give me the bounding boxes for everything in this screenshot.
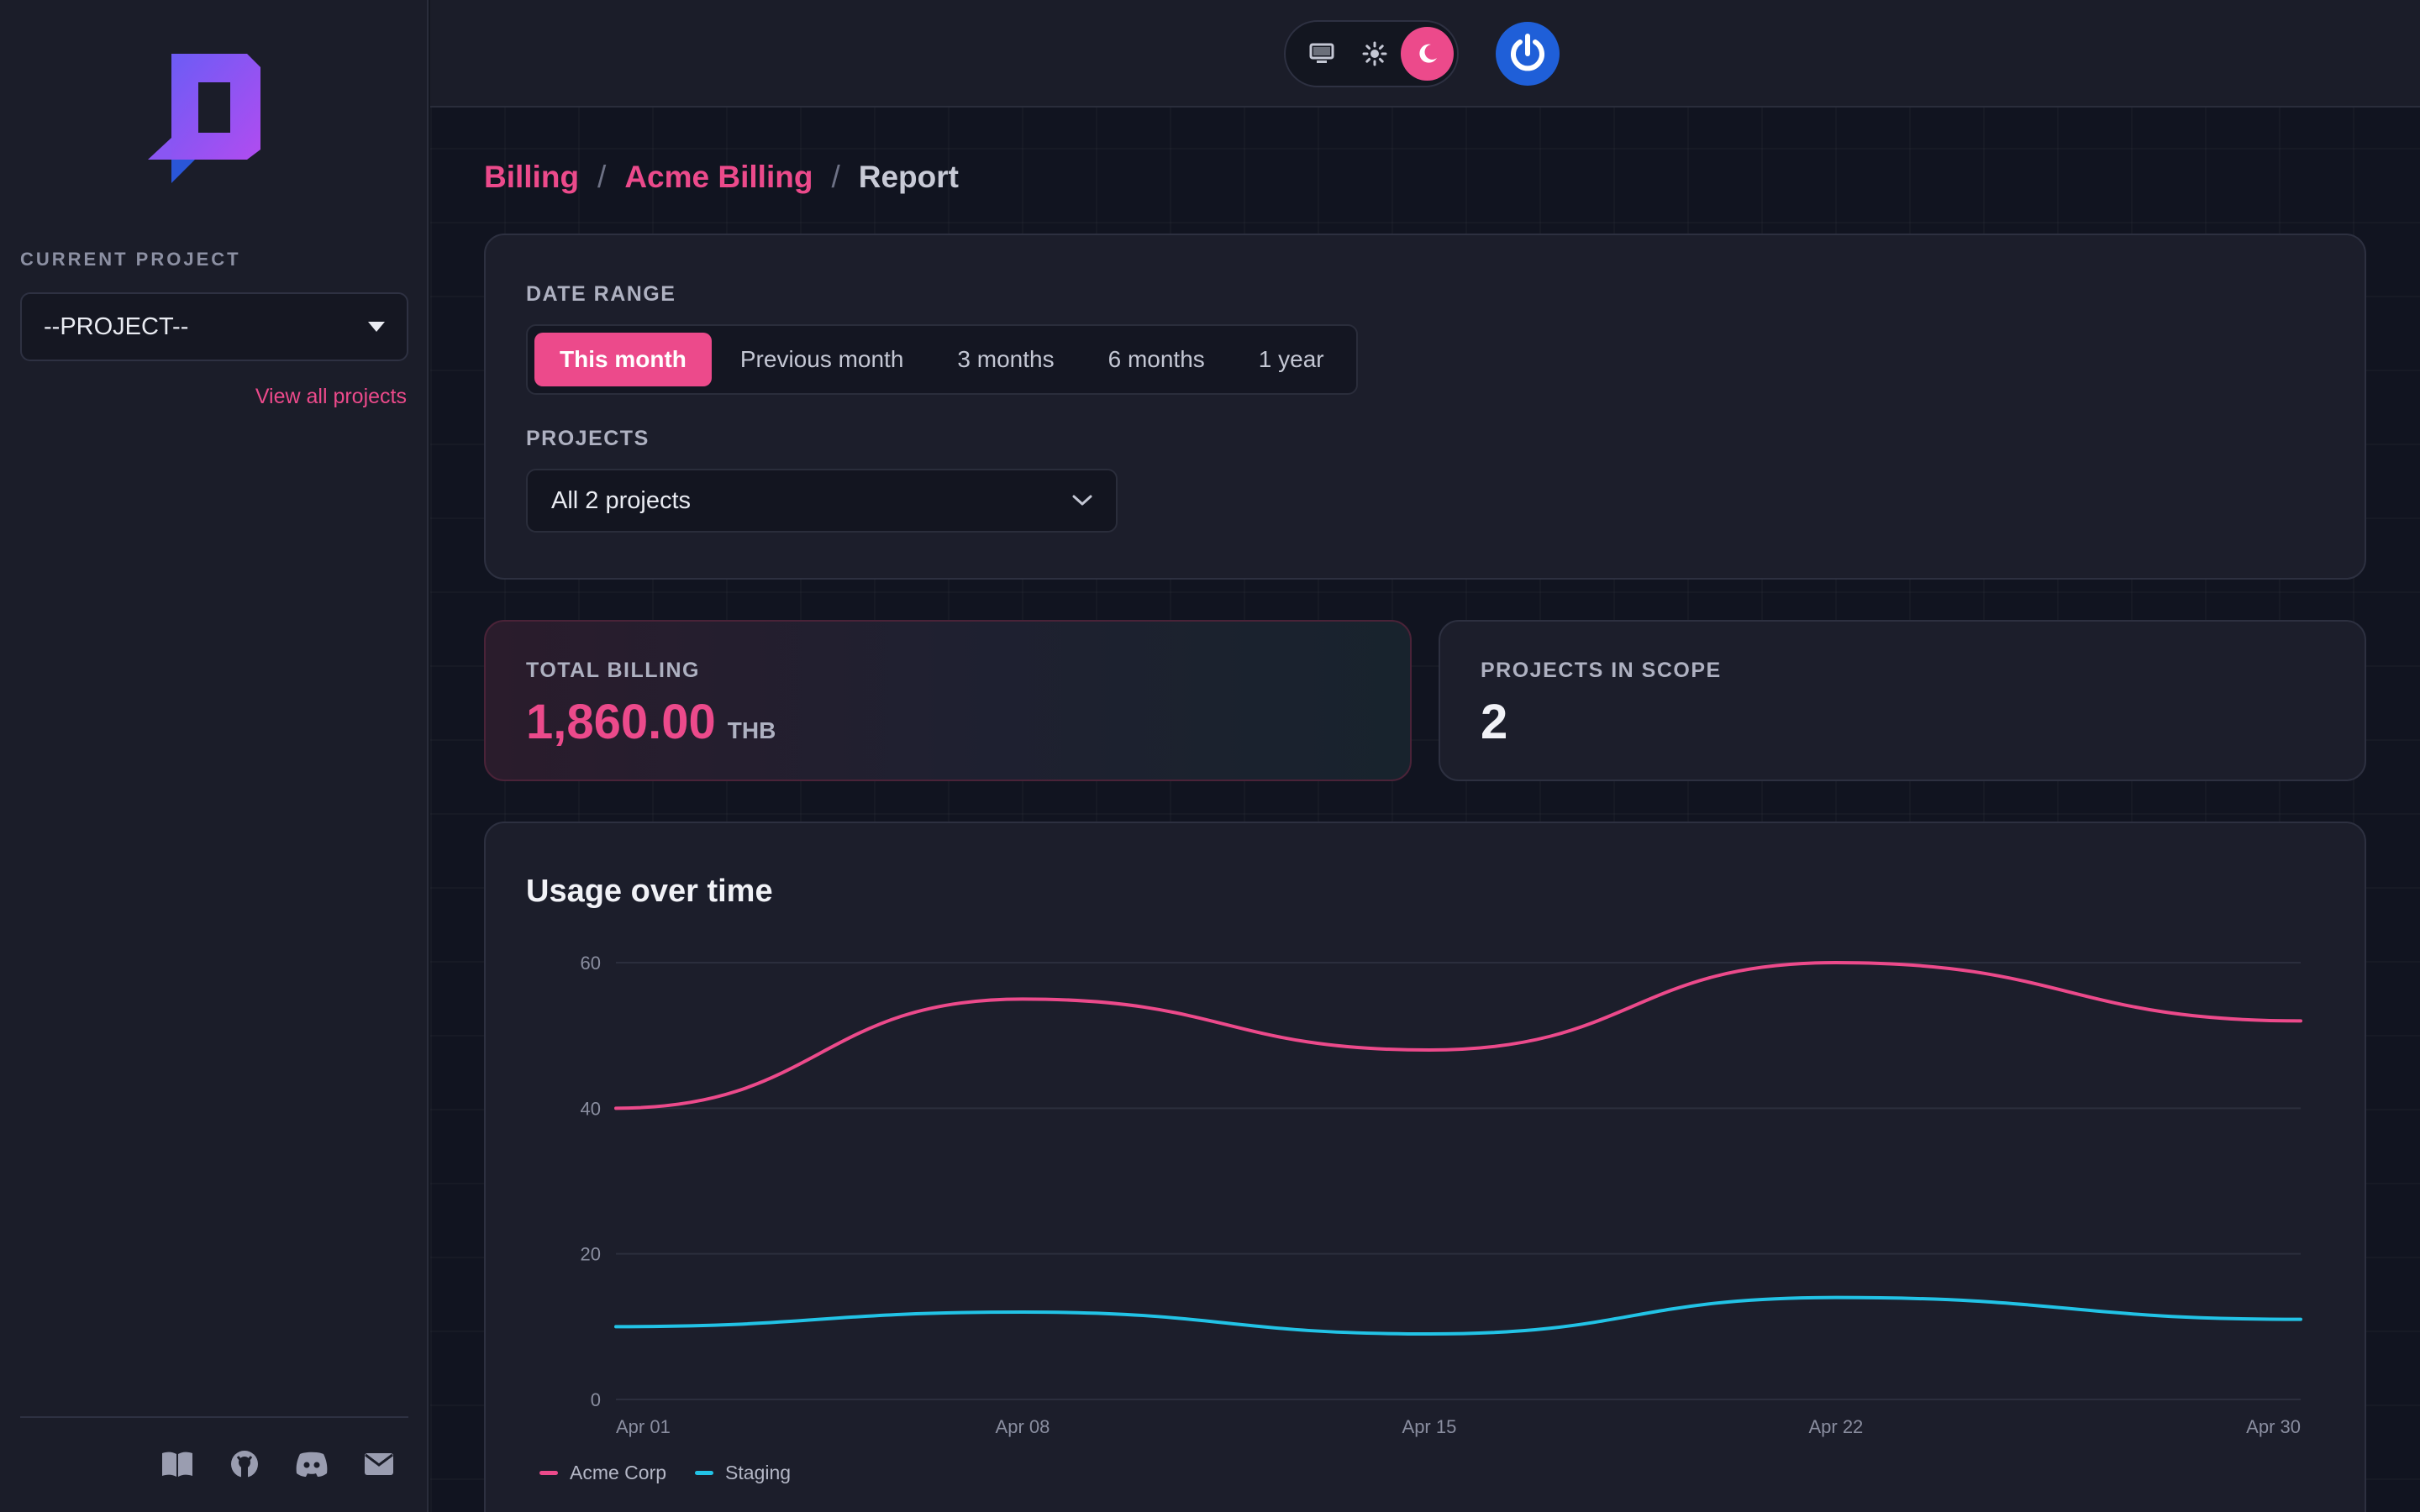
legend-swatch-staging (695, 1471, 714, 1475)
y-tick-label: 40 (581, 1098, 601, 1119)
caret-down-icon (368, 322, 385, 332)
date-range-this-month[interactable]: This month (534, 333, 712, 386)
chart-legend: Acme Corp Staging (539, 1462, 791, 1484)
topbar (430, 0, 2420, 108)
usage-chart-card: Usage over time 0 20 40 60 Apr 01 Apr 08 Apr 1… (484, 822, 2366, 1512)
y-tick-label: 0 (591, 1389, 601, 1410)
project-select[interactable]: --PROJECT-- (20, 292, 408, 361)
breadcrumb-separator: / (831, 160, 840, 194)
date-range-previous-month[interactable]: Previous month (739, 346, 904, 372)
projects-in-scope-value: 2 (1481, 695, 1508, 749)
x-tick-label: Apr 15 (1402, 1416, 1457, 1437)
current-project-label: CURRENT PROJECT (20, 249, 241, 270)
x-tick-label: Apr 22 (1808, 1416, 1863, 1437)
date-range-segmented-control: This month Previous month 3 months 6 mon… (526, 324, 1358, 395)
breadcrumb: Billing / Acme Billing / Report (484, 160, 959, 195)
usage-chart: 0 20 40 60 Apr 01 Apr 08 Apr 15 Apr 22 Apr 30 (581, 953, 2302, 1437)
sun-icon[interactable] (1349, 27, 1402, 81)
projects-dropdown[interactable]: All 2 projects (526, 469, 1118, 533)
total-billing-unit: THB (727, 717, 776, 743)
legend-label-staging: Staging (725, 1462, 792, 1483)
moon-icon[interactable] (1401, 27, 1455, 81)
breadcrumb-separator: / (597, 160, 607, 194)
projects-label: PROJECTS (526, 427, 650, 450)
mail-icon[interactable] (361, 1446, 397, 1482)
project-select-value: --PROJECT-- (44, 312, 189, 340)
sidebar: CURRENT PROJECT --PROJECT-- View all pro… (0, 0, 429, 1512)
chart-title: Usage over time (526, 874, 773, 909)
monitor-icon[interactable] (1296, 27, 1349, 81)
projects-in-scope-label: PROJECTS IN SCOPE (1481, 659, 1722, 682)
legend-label-acme-corp: Acme Corp (570, 1462, 667, 1483)
series-line-acme-corp (614, 960, 2302, 1110)
y-tick-label: 60 (581, 953, 601, 974)
projects-dropdown-value: All 2 projects (551, 486, 692, 514)
breadcrumb-report: Report (858, 160, 959, 194)
chevron-down-icon (1072, 495, 1092, 506)
x-tick-label: Apr 08 (996, 1416, 1050, 1437)
book-icon[interactable] (160, 1446, 195, 1482)
legend-swatch-acme-corp (539, 1471, 558, 1475)
y-tick-label: 20 (581, 1244, 601, 1265)
sidebar-footer-links (160, 1446, 397, 1482)
breadcrumb-acme-billing[interactable]: Acme Billing (624, 160, 813, 194)
total-billing-label: TOTAL BILLING (526, 659, 700, 682)
filter-card: DATE RANGE This month Previous month 3 m… (484, 234, 2366, 580)
sidebar-divider (20, 1416, 408, 1418)
theme-toggle (1284, 20, 1459, 87)
series-line-staging (614, 1295, 2302, 1336)
date-range-6-months[interactable]: 6 months (1107, 346, 1205, 372)
projects-in-scope-value-row: 2 (1481, 694, 1507, 750)
total-billing-card: TOTAL BILLING 1,860.00 THB (484, 620, 1412, 781)
discord-icon[interactable] (294, 1446, 329, 1482)
app-logo (148, 54, 260, 183)
x-tick-label: Apr 01 (616, 1416, 671, 1437)
total-billing-value-row: 1,860.00 THB (526, 694, 776, 750)
legend-item-staging[interactable]: Staging (695, 1462, 791, 1484)
total-billing-value: 1,860.00 (526, 695, 716, 749)
legend-item-acme-corp[interactable]: Acme Corp (539, 1462, 666, 1484)
x-tick-label: Apr 30 (2246, 1416, 2301, 1437)
github-icon[interactable] (227, 1446, 262, 1482)
projects-in-scope-card: PROJECTS IN SCOPE 2 (1439, 620, 2366, 781)
view-all-projects-link[interactable]: View all projects (255, 385, 407, 408)
date-range-3-months[interactable]: 3 months (957, 346, 1055, 372)
date-range-1-year[interactable]: 1 year (1258, 346, 1324, 372)
breadcrumb-billing[interactable]: Billing (484, 160, 580, 194)
power-icon[interactable] (1496, 22, 1560, 86)
date-range-label: DATE RANGE (526, 282, 676, 306)
main-content: Billing / Acme Billing / Report DATE RAN… (430, 0, 2420, 1512)
